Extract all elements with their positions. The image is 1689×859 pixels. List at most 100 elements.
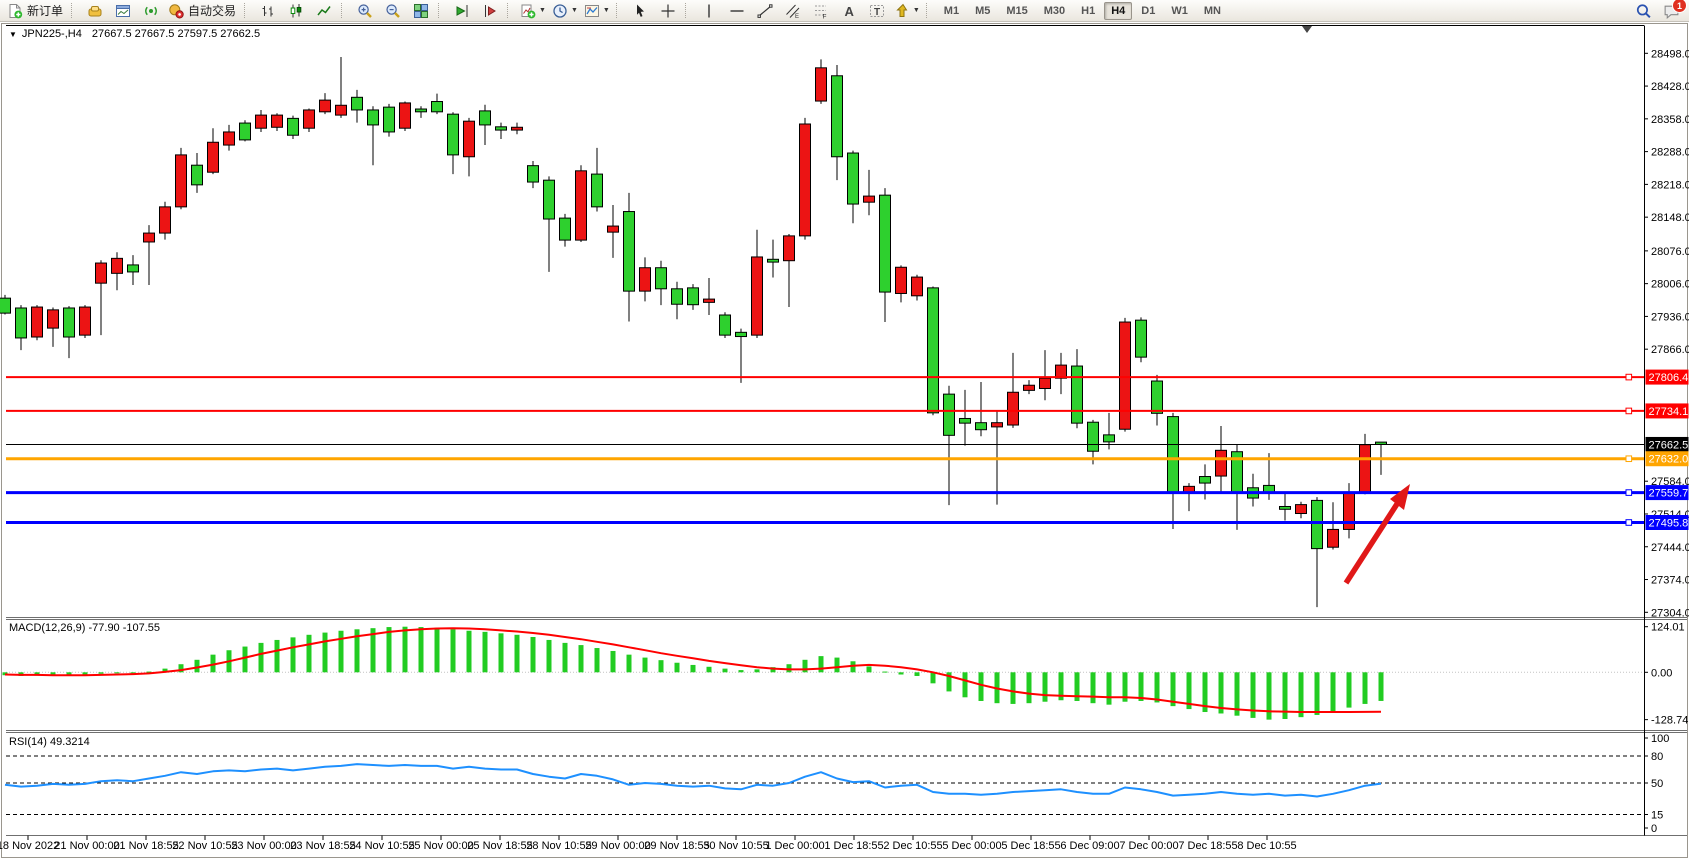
notifications-button[interactable]: 1 bbox=[1661, 0, 1687, 21]
chart-shift-marker[interactable] bbox=[1302, 26, 1312, 33]
macd-histogram bbox=[2, 626, 1384, 720]
auto-scroll-button[interactable] bbox=[448, 0, 476, 22]
search-button[interactable] bbox=[1633, 1, 1653, 21]
svg-text:27734.1: 27734.1 bbox=[1649, 406, 1689, 418]
svg-text:27806.4: 27806.4 bbox=[1649, 372, 1689, 384]
tile-windows-button[interactable] bbox=[407, 0, 435, 22]
toolbar-right-tools: 1 bbox=[1633, 0, 1687, 22]
timeframe-w1-button[interactable]: W1 bbox=[1171, 4, 1188, 17]
price-level-badge bbox=[1645, 515, 1689, 530]
horizontal-level-line[interactable]: 27632.0 bbox=[6, 451, 1689, 467]
timeframe-mn-button[interactable]: MN bbox=[1203, 4, 1221, 17]
periods-button[interactable]: ▼ bbox=[549, 0, 581, 22]
svg-text:22 Nov 10:55: 22 Nov 10:55 bbox=[172, 840, 237, 852]
chevron-down-icon[interactable]: ▼ bbox=[912, 7, 920, 14]
hline-icon bbox=[729, 3, 745, 19]
arrows-icon bbox=[894, 3, 910, 19]
svg-text:7 Dec 18:55: 7 Dec 18:55 bbox=[1178, 840, 1237, 852]
svg-text:21 Nov 18:55: 21 Nov 18:55 bbox=[113, 840, 178, 852]
svg-text:F: F bbox=[822, 13, 826, 19]
new-order-button-label: 新订单 bbox=[27, 4, 64, 18]
equidistant-channel-button[interactable]: E bbox=[779, 0, 807, 22]
svg-text:A: A bbox=[844, 4, 854, 19]
line-chart-button[interactable] bbox=[310, 0, 338, 22]
indicators-button[interactable]: ▼ bbox=[517, 0, 549, 22]
horizontal-level-line[interactable]: 27806.4 bbox=[6, 369, 1689, 385]
price-axis[interactable]: 28498.0 28428.0 28358.0 28288.0 28218.0 28148… bbox=[1644, 48, 1689, 835]
vertical-line-button[interactable] bbox=[695, 0, 723, 22]
timeframe-h4-button[interactable]: H4 bbox=[1104, 1, 1133, 20]
signal-icon bbox=[143, 3, 159, 19]
horizontal-level-line[interactable]: 27495.8 bbox=[6, 515, 1689, 530]
zoom-in-icon bbox=[357, 3, 373, 19]
line-chart-icon bbox=[316, 3, 332, 19]
svg-text:15: 15 bbox=[1651, 810, 1663, 822]
timeframe-m15-button[interactable]: M15 bbox=[1006, 4, 1028, 17]
chart-shift-button[interactable] bbox=[476, 0, 504, 22]
chevron-down-icon[interactable]: ▼ bbox=[602, 7, 610, 14]
svg-text:27444.0: 27444.0 bbox=[1651, 542, 1689, 554]
svg-text:28288.0: 28288.0 bbox=[1651, 147, 1689, 159]
candlestick-chart-button[interactable] bbox=[282, 0, 310, 22]
periods-icon bbox=[552, 3, 568, 19]
svg-text:25 Nov 00:00: 25 Nov 00:00 bbox=[408, 840, 473, 852]
trendline-button[interactable] bbox=[751, 0, 779, 22]
toolbar-separator bbox=[615, 3, 622, 18]
horizontal-level-line[interactable]: 27559.7 bbox=[6, 485, 1689, 501]
new-order-icon bbox=[7, 3, 23, 19]
horizontal-line-button[interactable] bbox=[723, 0, 751, 22]
svg-text:28358.0: 28358.0 bbox=[1651, 114, 1689, 126]
trend-arrow-annotation[interactable] bbox=[1343, 484, 1410, 585]
svg-text:30 Nov 10:55: 30 Nov 10:55 bbox=[703, 840, 768, 852]
timeframe-m1-button[interactable]: M1 bbox=[943, 4, 960, 17]
toolbar-separator bbox=[244, 3, 250, 18]
timeframe-m5-button[interactable]: M5 bbox=[975, 4, 991, 17]
svg-text:7 Dec 00:00: 7 Dec 00:00 bbox=[1119, 840, 1178, 852]
signals-button[interactable] bbox=[137, 0, 165, 22]
svg-text:0: 0 bbox=[1651, 823, 1657, 835]
horizontal-level-line[interactable]: 27734.1 bbox=[6, 403, 1689, 419]
toolbar-separator bbox=[684, 3, 691, 18]
candle-chart-icon bbox=[288, 3, 304, 19]
cursor-button[interactable] bbox=[626, 0, 654, 22]
panel-separators[interactable] bbox=[6, 617, 1687, 836]
chevron-down-icon[interactable]: ▼ bbox=[570, 7, 578, 14]
current-price-line[interactable]: 27662.5 bbox=[6, 436, 1689, 452]
svg-text:25 Nov 18:55: 25 Nov 18:55 bbox=[467, 840, 532, 852]
svg-text:28006.0: 28006.0 bbox=[1651, 279, 1689, 291]
vline-icon bbox=[701, 3, 717, 19]
svg-text:124.01: 124.01 bbox=[1651, 622, 1685, 634]
tile-windows-icon bbox=[413, 3, 429, 19]
templates-button[interactable]: ▼ bbox=[581, 0, 613, 22]
timeframe-m30-button[interactable]: M30 bbox=[1043, 4, 1066, 17]
chevron-down-icon[interactable]: ▼ bbox=[539, 7, 546, 14]
svg-text:27632.0: 27632.0 bbox=[1649, 454, 1689, 466]
svg-text:-128.74: -128.74 bbox=[1651, 715, 1688, 727]
candles bbox=[0, 57, 1387, 608]
toolbar-separator bbox=[507, 3, 513, 18]
chart-background bbox=[0, 22, 1689, 859]
timeframe-h1-button[interactable]: H1 bbox=[1081, 4, 1096, 17]
bar-chart-button[interactable] bbox=[254, 0, 282, 22]
svg-text:28218.0: 28218.0 bbox=[1651, 179, 1689, 191]
zoom-out-button[interactable] bbox=[379, 0, 407, 22]
svg-text:100: 100 bbox=[1651, 733, 1669, 745]
arrows-button[interactable]: ▼ bbox=[891, 0, 923, 22]
zoom-in-button[interactable] bbox=[351, 0, 379, 22]
svg-text:27559.7: 27559.7 bbox=[1649, 488, 1689, 500]
timeframe-d1-button[interactable]: D1 bbox=[1141, 4, 1156, 17]
new-order-button[interactable]: 新订单 bbox=[4, 0, 68, 22]
crosshair-button[interactable] bbox=[654, 0, 682, 22]
bar-chart-icon bbox=[260, 3, 276, 19]
text-label-button[interactable]: T bbox=[863, 0, 891, 22]
svg-text:0.00: 0.00 bbox=[1651, 667, 1672, 679]
market-watch-button[interactable] bbox=[81, 0, 109, 22]
svg-text:24 Nov 10:55: 24 Nov 10:55 bbox=[349, 840, 414, 852]
data-window-button[interactable] bbox=[109, 0, 137, 22]
chart-window-icon bbox=[115, 3, 131, 19]
auto-trading-button[interactable]: 自动交易 bbox=[165, 0, 241, 22]
fibonacci-button[interactable]: F bbox=[807, 0, 835, 22]
text-button[interactable]: A bbox=[835, 0, 863, 22]
